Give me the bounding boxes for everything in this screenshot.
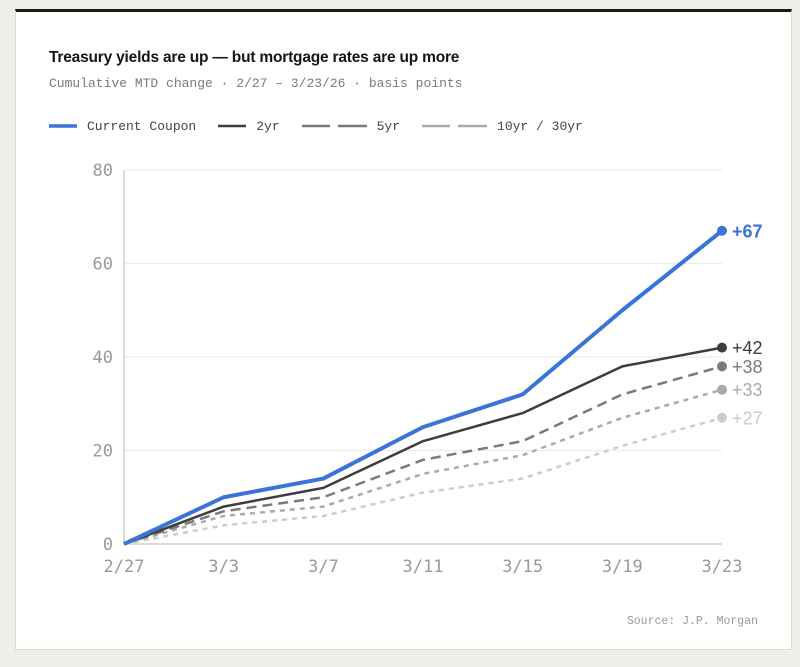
axes: 0 20 40 60 80 2/27 3/3 3/7 3/11 3/15 3/19 3/23 — [93, 161, 743, 577]
end-value-label: +67 — [732, 221, 763, 241]
x-tick-label: 3/15 — [502, 557, 543, 577]
legend-item-5yr: 5yr — [301, 118, 401, 134]
gridlines — [124, 169, 722, 452]
end-point-marker — [717, 412, 727, 423]
chart-subtitle: Cumulative MTD change · 2/27 – 3/23/26 ·… — [49, 76, 463, 91]
end-value-label: +33 — [732, 380, 763, 400]
end-labels: +27 +33 +38+42 +67 — [732, 221, 763, 428]
end-point-marker — [717, 342, 727, 353]
y-tick-label: 40 — [93, 348, 113, 368]
y-tick-label: 80 — [93, 161, 113, 181]
x-tick-label: 3/3 — [208, 557, 239, 577]
legend-label: 10yr / 30yr — [497, 118, 583, 134]
legend-item-2yr: 2yr — [218, 118, 280, 134]
legend-swatch-5yr — [301, 123, 368, 129]
series-lines — [123, 225, 727, 546]
chart-title: Treasury yields are up — but mortgage ra… — [49, 49, 460, 66]
legend-item-current-coupon: Current Coupon — [49, 119, 196, 134]
chart-card: Treasury yields are up — but mortgage ra… — [15, 9, 792, 650]
x-tick-label: 3/7 — [308, 557, 339, 577]
y-tick-label: 0 — [103, 535, 113, 555]
source-note: Source: J.P. Morgan — [626, 615, 758, 628]
end-value-label: +38 — [732, 357, 763, 377]
legend-label: 2yr — [256, 118, 280, 134]
end-value-label: +27 — [732, 408, 763, 428]
x-tick-label: 3/23 — [702, 557, 743, 577]
legend-swatch-10yr-30yr — [422, 123, 488, 129]
series-line-10yr — [123, 388, 723, 546]
series-line-current-coupon — [123, 229, 724, 546]
legend-item-10yr-30yr: 10yr / 30yr — [422, 119, 583, 134]
end-value-label: +42 — [732, 338, 763, 358]
y-tick-label: 20 — [93, 442, 113, 462]
end-point-marker — [717, 225, 727, 236]
series-line-5yr — [123, 365, 723, 546]
end-point-marker — [717, 361, 727, 372]
legend-label: 5yr — [376, 118, 401, 134]
y-tick-label: 60 — [93, 255, 113, 275]
legend-label: Current Coupon — [87, 118, 197, 134]
x-tick-label: 3/19 — [602, 557, 643, 577]
legend-swatch-current-coupon — [49, 123, 78, 129]
chart-legend: Current Coupon 2yr 5yr 10yr / 30yr — [49, 117, 605, 135]
series-line-2yr — [123, 346, 723, 546]
legend-swatch-2yr — [218, 123, 247, 129]
end-point-marker — [717, 384, 727, 395]
series-line-30yr — [123, 416, 723, 546]
x-tick-label: 3/11 — [403, 557, 444, 577]
x-tick-label: 2/27 — [104, 557, 145, 577]
